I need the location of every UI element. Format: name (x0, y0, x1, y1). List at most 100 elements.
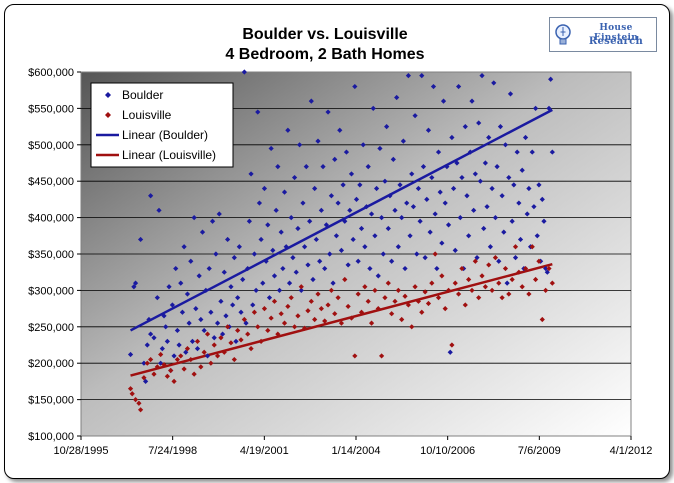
data-point (392, 207, 398, 213)
data-point (422, 289, 428, 295)
data-point (211, 335, 217, 341)
data-point (286, 280, 293, 286)
data-point (445, 287, 452, 293)
data-point (298, 287, 304, 293)
data-point (484, 204, 490, 210)
data-point (487, 244, 494, 250)
data-point (482, 284, 488, 290)
data-point (288, 215, 294, 221)
data-point (312, 185, 318, 192)
data-point (456, 83, 462, 90)
data-point (439, 273, 445, 279)
data-point (166, 284, 172, 290)
data-point (221, 269, 227, 275)
data-point (539, 196, 545, 202)
data-point (178, 353, 184, 359)
data-point (312, 316, 318, 323)
data-point (352, 83, 358, 90)
data-point (368, 211, 375, 217)
data-point (471, 207, 477, 213)
house-einstein-logo: House Einstein Research (549, 17, 657, 52)
data-point (322, 265, 328, 272)
data-point (387, 193, 393, 199)
data-point (137, 236, 144, 243)
data-point (462, 124, 468, 130)
data-point (298, 284, 304, 290)
data-point (442, 306, 448, 312)
x-tick-label: 1/14/2004 (332, 445, 381, 457)
data-point (345, 262, 351, 268)
data-point (529, 244, 535, 250)
data-point (447, 349, 453, 355)
data-point (365, 298, 371, 304)
data-point (307, 218, 313, 224)
x-tick-label: 4/19/2001 (240, 445, 289, 457)
data-point (211, 342, 217, 348)
data-point (457, 215, 463, 221)
data-point (405, 73, 411, 79)
data-point (543, 287, 549, 293)
data-point (137, 407, 144, 413)
data-point (338, 247, 345, 253)
data-point (238, 337, 244, 343)
y-tick-label: $200,000 (28, 358, 74, 370)
data-point (318, 207, 324, 213)
data-point (141, 360, 147, 366)
data-point (204, 353, 211, 359)
data-point (263, 258, 269, 264)
chart-title: Boulder vs. Louisville (242, 26, 408, 43)
data-point (302, 325, 308, 331)
data-point (522, 134, 529, 141)
data-point (385, 280, 391, 286)
data-point (245, 265, 251, 272)
data-point (544, 269, 550, 275)
data-point (288, 295, 294, 301)
data-point (241, 69, 247, 75)
data-point (375, 273, 381, 279)
data-point (323, 222, 329, 228)
data-point (184, 291, 191, 297)
data-point (353, 196, 360, 202)
data-point (499, 193, 505, 199)
data-point (526, 185, 532, 192)
data-point (348, 315, 355, 321)
data-point (203, 287, 209, 293)
data-point (439, 240, 445, 246)
data-point (315, 138, 321, 144)
data-point (313, 236, 319, 243)
data-point (456, 291, 462, 297)
data-point (161, 313, 167, 319)
data-point (425, 127, 432, 133)
data-point (389, 311, 395, 317)
data-point (539, 316, 545, 323)
legend-label: Linear (Louisville) (122, 148, 216, 162)
data-point (432, 211, 438, 217)
data-point (479, 273, 485, 279)
data-point (362, 244, 368, 250)
data-point (522, 265, 529, 272)
data-point (261, 306, 268, 312)
data-point (164, 373, 170, 379)
data-point (265, 327, 271, 334)
data-point (362, 284, 368, 290)
data-point (325, 302, 331, 308)
data-point (208, 360, 214, 366)
data-point (201, 327, 207, 334)
data-point (445, 222, 452, 228)
data-point (506, 291, 512, 297)
data-point (266, 295, 273, 301)
data-point (496, 258, 502, 264)
data-point (281, 320, 288, 326)
data-point (179, 309, 186, 315)
data-point (275, 164, 281, 170)
data-point (296, 142, 303, 148)
data-point (325, 109, 331, 115)
y-tick-label: $100,000 (28, 431, 74, 443)
data-point (459, 265, 465, 272)
data-point (382, 295, 388, 301)
data-point (399, 215, 405, 221)
data-point (342, 218, 348, 224)
data-point (472, 171, 478, 177)
data-point (193, 306, 199, 312)
data-point (144, 360, 150, 366)
